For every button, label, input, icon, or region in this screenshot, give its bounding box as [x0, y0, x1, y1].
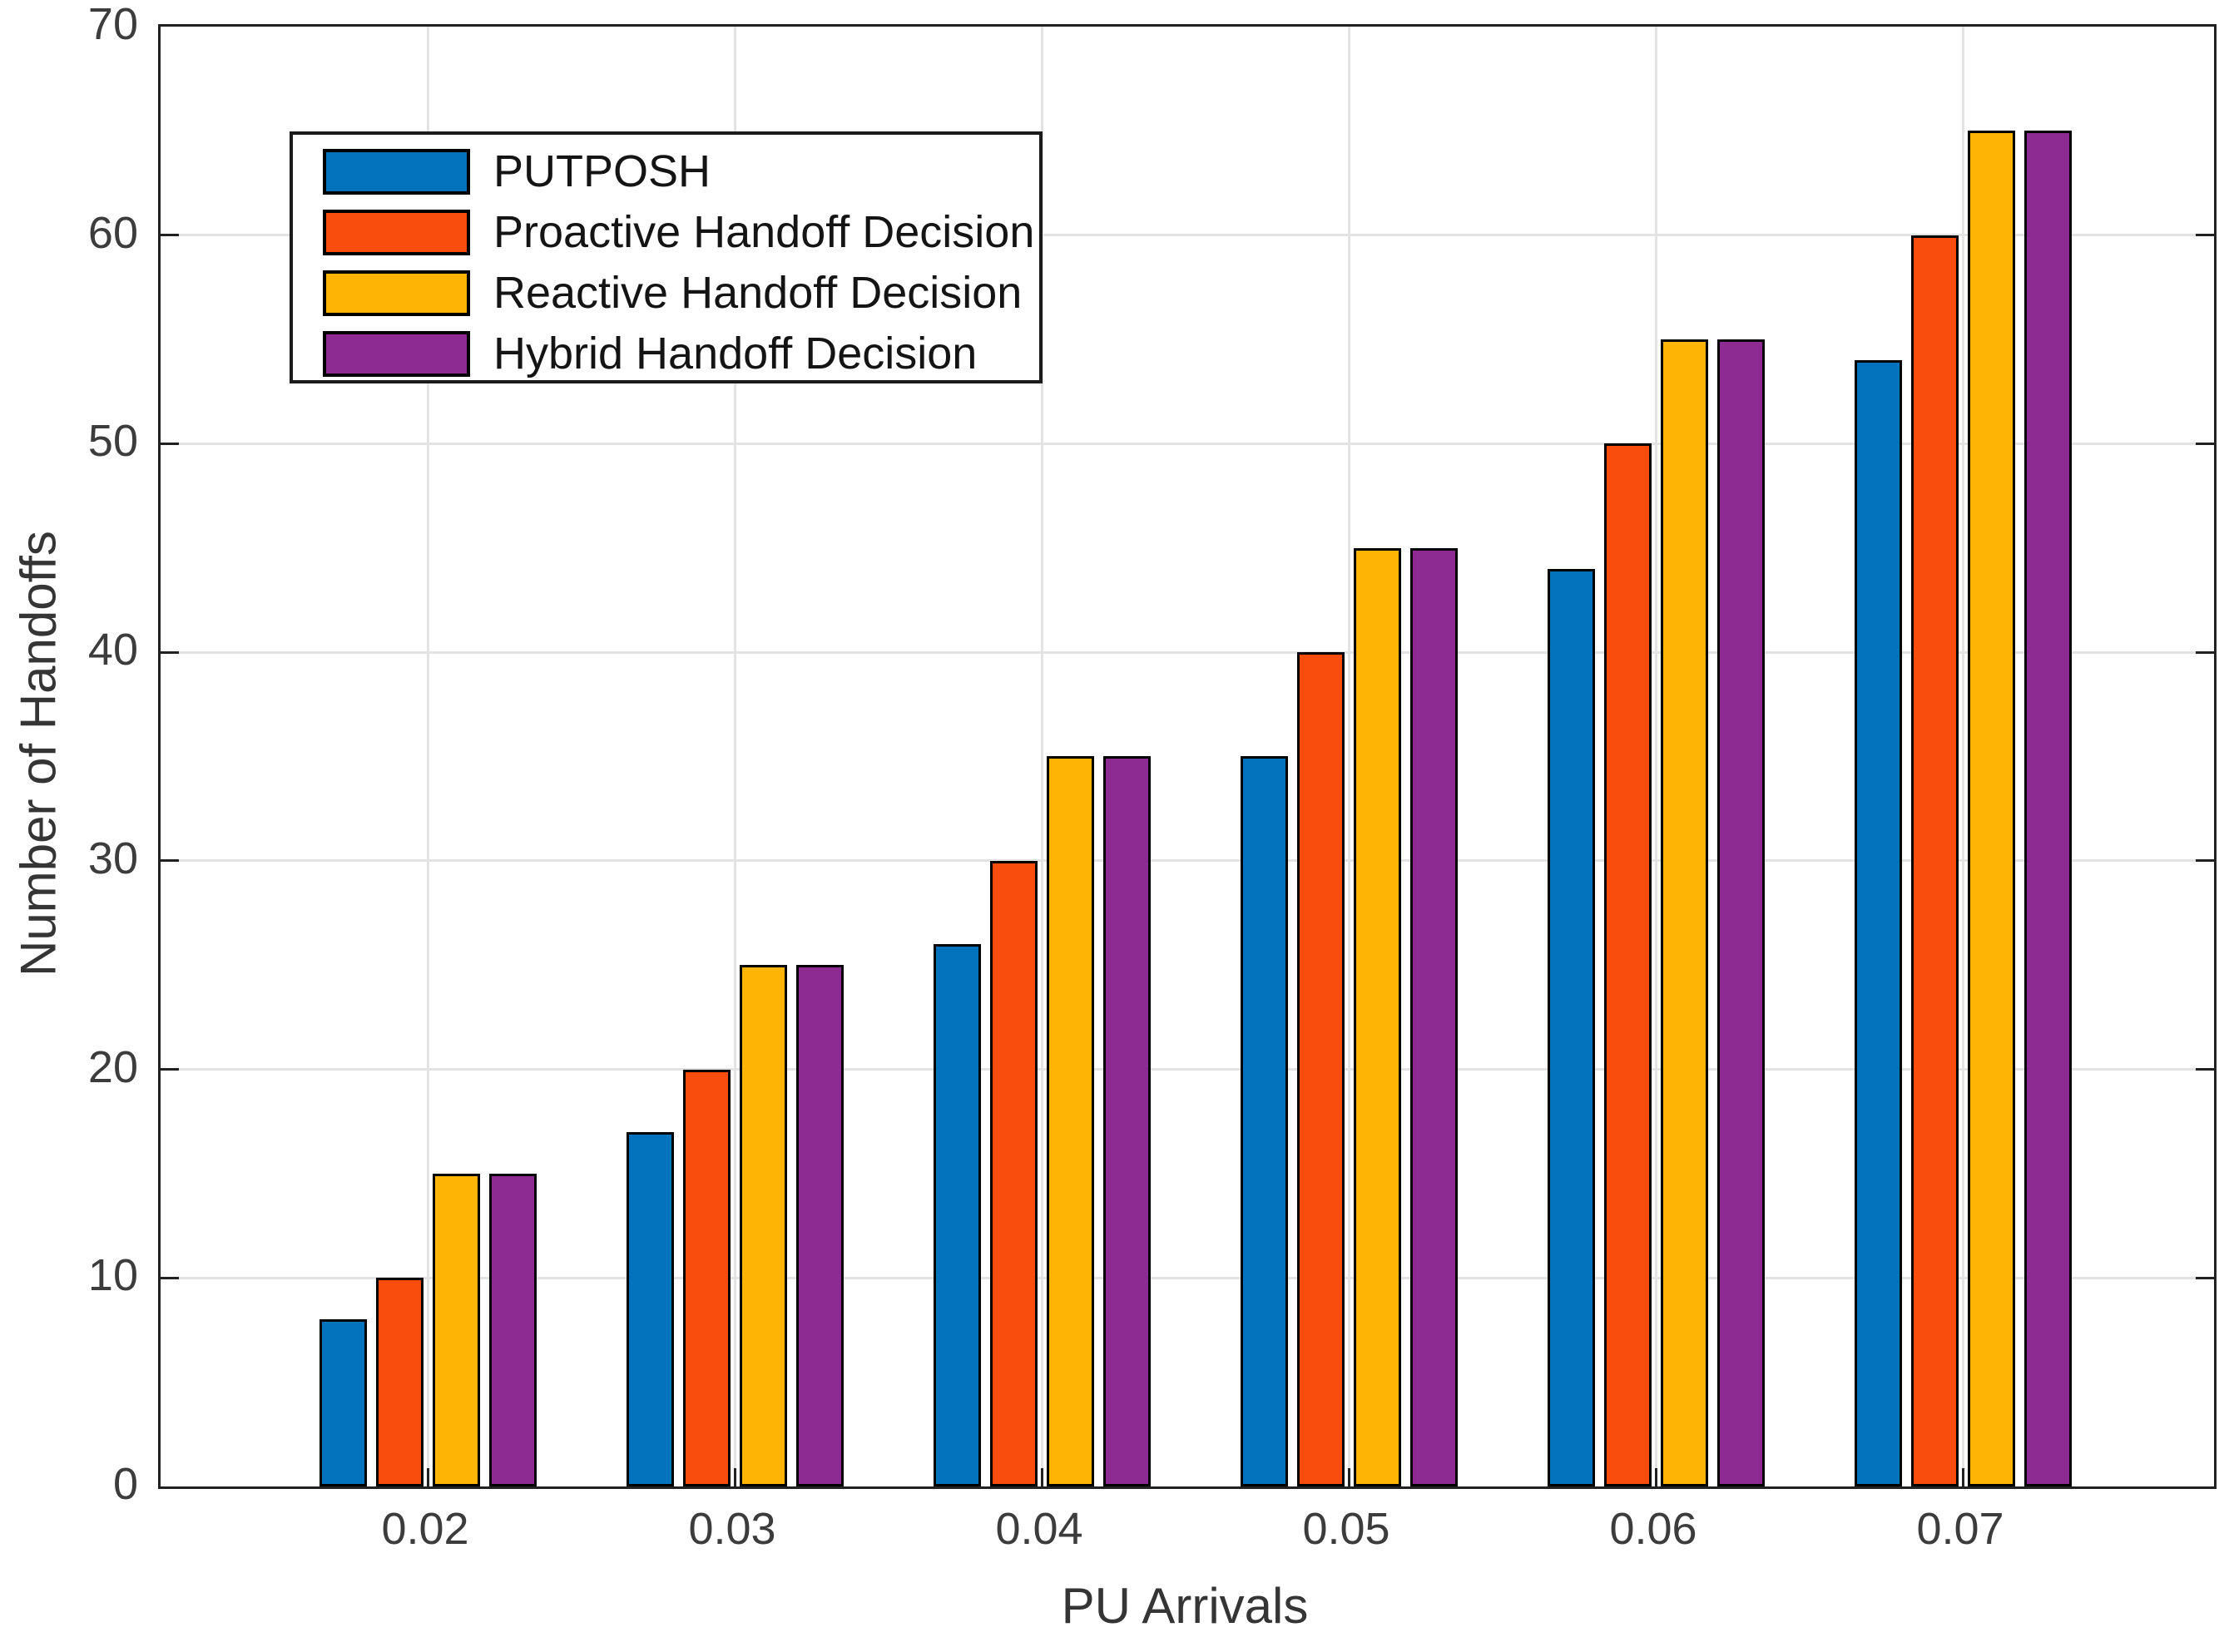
y-gridline [161, 1276, 2214, 1279]
bar-putposh [933, 944, 981, 1486]
y-tick-mark [161, 1276, 179, 1279]
x-gridline [1961, 27, 1964, 1486]
plot-area: PUTPOSH Proactive Handoff Decision Reactiv… [158, 24, 2217, 1489]
legend-label: PUTPOSH [493, 146, 711, 196]
y-tick-mark [2196, 859, 2214, 863]
bar-reactive-handoff-decision [739, 965, 787, 1486]
x-tick-mark [1040, 1468, 1043, 1486]
y-axis-label: Number of Handoffs [10, 531, 67, 977]
bar-reactive-handoff-decision [1046, 756, 1094, 1486]
bar-hybrid-handoff-decision [795, 965, 844, 1486]
y-tick-mark [161, 442, 179, 445]
y-tick-mark [161, 234, 179, 237]
bar-proactive-handoff-decision [682, 1070, 731, 1486]
x-tick-mark [1654, 1468, 1657, 1486]
y-gridline [161, 234, 2214, 237]
y-tick-label: 0 [112, 1459, 138, 1509]
y-tick-mark [2196, 1068, 2214, 1071]
x-tick-label: 0.03 [688, 1504, 776, 1554]
y-tick-mark [2196, 234, 2214, 237]
bar-putposh [319, 1319, 367, 1486]
bar-hybrid-handoff-decision [1716, 339, 1765, 1486]
y-tick-mark [2196, 1276, 2214, 1279]
x-tick-mark [733, 1468, 736, 1486]
legend-label: Hybrid Handoff Decision [493, 329, 978, 378]
x-tick-mark [1347, 1468, 1350, 1486]
bar-proactive-handoff-decision [1296, 652, 1345, 1486]
bar-reactive-handoff-decision [1353, 548, 1401, 1486]
x-gridline [1654, 27, 1657, 1486]
bar-putposh [1240, 756, 1288, 1486]
legend-label: Reactive Handoff Decision [493, 268, 1023, 318]
legend-swatch-proactive-handoff-decision [323, 209, 470, 255]
bar-reactive-handoff-decision [1660, 339, 1708, 1486]
legend-swatch-reactive-handoff-decision [323, 270, 470, 316]
legend-swatch-putposh [323, 148, 470, 195]
legend: PUTPOSH Proactive Handoff Decision Reactiv… [290, 131, 1043, 383]
bar-reactive-handoff-decision [432, 1174, 480, 1486]
x-gridline [1347, 27, 1350, 1486]
x-tick-label: 0.02 [381, 1504, 469, 1554]
bar-proactive-handoff-decision [989, 861, 1038, 1486]
x-axis-label: PU Arrivals [1061, 1578, 1309, 1634]
legend-item: Hybrid Handoff Decision [323, 329, 1039, 378]
x-tick-label: 0.04 [995, 1504, 1083, 1554]
legend-item: Reactive Handoff Decision [323, 268, 1039, 318]
bar-putposh [1547, 569, 1595, 1486]
bar-proactive-handoff-decision [375, 1278, 424, 1486]
legend-swatch-hybrid-handoff-decision [323, 330, 470, 377]
x-tick-mark [1961, 1468, 1964, 1486]
bar-putposh [626, 1132, 674, 1486]
x-tick-label: 0.07 [1916, 1504, 2004, 1554]
y-tick-label: 60 [87, 207, 138, 258]
y-tick-label: 70 [87, 0, 138, 49]
y-tick-mark [2196, 442, 2214, 445]
y-tick-label: 40 [87, 625, 138, 675]
x-tick-label: 0.06 [1609, 1504, 1697, 1554]
y-tick-mark [161, 1068, 179, 1071]
y-tick-label: 10 [87, 1250, 138, 1301]
x-tick-label: 0.05 [1302, 1504, 1390, 1554]
legend-label: Proactive Handoff Decision [493, 207, 1035, 257]
y-gridline [161, 442, 2214, 445]
bar-reactive-handoff-decision [1967, 131, 2015, 1486]
x-gridline [426, 27, 429, 1486]
bar-hybrid-handoff-decision [1409, 548, 1458, 1486]
bar-hybrid-handoff-decision [2023, 131, 2072, 1486]
bar-putposh [1854, 360, 1902, 1486]
x-gridline [1040, 27, 1043, 1486]
y-tick-label: 20 [87, 1041, 138, 1092]
y-tick-mark [2196, 650, 2214, 654]
bar-proactive-handoff-decision [1910, 235, 1959, 1486]
y-gridline [161, 859, 2214, 863]
bar-hybrid-handoff-decision [1102, 756, 1151, 1486]
y-gridline [161, 650, 2214, 654]
legend-item: Proactive Handoff Decision [323, 207, 1039, 257]
legend-item: PUTPOSH [323, 146, 1039, 196]
y-tick-label: 50 [87, 416, 138, 467]
y-tick-label: 30 [87, 833, 138, 883]
bar-hybrid-handoff-decision [488, 1174, 537, 1486]
x-gridline [733, 27, 736, 1486]
bar-proactive-handoff-decision [1603, 443, 1652, 1486]
y-tick-mark [161, 650, 179, 654]
y-gridline [161, 1068, 2214, 1071]
x-tick-mark [426, 1468, 429, 1486]
y-tick-mark [161, 859, 179, 863]
